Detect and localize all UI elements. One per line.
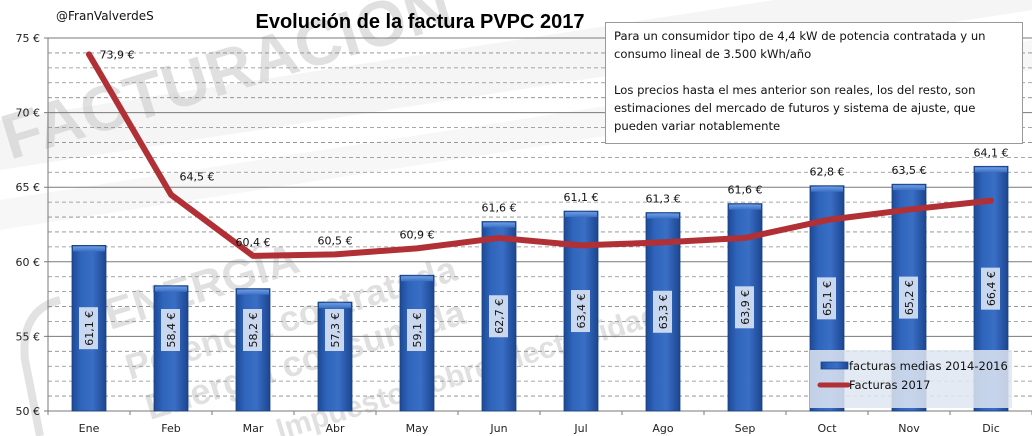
line-series: [86, 51, 994, 259]
bar-label-text: 57,3 €: [329, 313, 342, 348]
line-data-label: 61,6 €: [482, 202, 517, 215]
bar-label-text: 63,9 €: [739, 290, 752, 325]
bar-bevel: [975, 167, 1007, 173]
bar-data-label: 58,4 €: [161, 309, 180, 351]
line-data-label: 64,5 €: [180, 171, 215, 184]
y-tick-label: 50 €: [16, 405, 41, 418]
bar-bevel: [565, 212, 597, 218]
line-data-label: 60,9 €: [400, 228, 435, 241]
bar-data-label: 63,4 €: [571, 290, 590, 333]
x-tick-label: Jun: [489, 422, 507, 435]
bar-label-text: 65,2 €: [903, 280, 916, 315]
bar-data-label: 66,4 €: [981, 267, 1000, 310]
bar-label-text: 62,7 €: [493, 299, 506, 334]
bar-label-box: [571, 290, 590, 333]
x-tick-label: Mar: [243, 422, 264, 435]
line-data-label: 62,8 €: [810, 166, 845, 179]
legend-bar-swatch: [820, 361, 849, 370]
bar-label-box: [899, 276, 918, 319]
x-tick-label: Jul: [573, 422, 587, 435]
line-data-label: 61,3 €: [646, 193, 681, 206]
data-labels: 61,1 € 58,4 € 58,2 € 57,3 € 59,1 € 62,7 € 63,4…: [79, 48, 1009, 351]
bar-data-label: 57,3 €: [325, 309, 344, 351]
legend-background: [810, 350, 1012, 408]
bar-label-text: 58,2 €: [247, 313, 260, 348]
x-tick-label: Dic: [982, 422, 1000, 435]
chart-title: Evolución de la factura PVPC 2017: [255, 11, 584, 33]
y-tick-label: 55 €: [16, 330, 41, 343]
line-data-label: 61,6 €: [728, 184, 763, 197]
bar-data-label: 58,2 €: [243, 309, 262, 351]
bar-label-text: 63,4 €: [575, 294, 588, 329]
bar-data-label: 61,1 €: [79, 307, 98, 350]
bar-data-label: 65,2 €: [899, 276, 918, 319]
x-tick-label: Ene: [79, 422, 100, 435]
x-tick-label: May: [406, 422, 429, 435]
x-tick-label: Abr: [325, 422, 345, 435]
bar-label-box: [653, 290, 672, 333]
line-data-label: 61,1 €: [564, 191, 599, 204]
bar-label-text: 61,1 €: [83, 311, 96, 346]
bar-label-box: [817, 277, 836, 320]
bar-label-box: [981, 267, 1000, 310]
x-tick-label: Nov: [898, 422, 920, 435]
annotation-paragraph: Para un consumidor tipo de 4,4 kW de pot…: [614, 29, 986, 61]
line-data-label: 60,4 €: [236, 236, 271, 249]
bar-label-text: 58,4 €: [165, 313, 178, 348]
bar-label-box: [243, 309, 262, 351]
line-data-label: 60,5 €: [318, 234, 353, 247]
x-tick-label: Sep: [735, 422, 756, 435]
bar-bevel: [647, 213, 679, 219]
bar-label-box: [325, 309, 344, 351]
x-axis: Ene Feb Mar Abr May Jun Jul Ago Sep Oct Nov Dic: [47, 410, 1032, 435]
bar-label-box: [79, 307, 98, 350]
bar-bevel: [401, 276, 433, 282]
bar-data-label: 63,3 €: [653, 290, 672, 333]
bar-label-box: [161, 309, 180, 351]
bar-bevel: [155, 286, 187, 292]
watermark-curve: [20, 296, 62, 436]
y-axis: 50 € 55 € 60 € 65 € 70 € 75 €: [16, 32, 49, 418]
x-tick-label: Ago: [652, 422, 674, 435]
bar-label-text: 65,1 €: [821, 281, 834, 316]
y-tick-label: 75 €: [16, 32, 41, 45]
x-tick-label: Feb: [161, 422, 180, 435]
bar-bevel: [729, 204, 761, 210]
bar-label-text: 63,3 €: [657, 294, 670, 329]
line-data-label: 64,1 €: [974, 146, 1009, 159]
legend-label-line: Facturas 2017: [849, 378, 930, 392]
line-path: [86, 51, 994, 259]
bar-label-box: [489, 295, 508, 338]
legend-label-bars: facturas medias 2014-2016: [849, 359, 1008, 373]
bar-bevel: [237, 289, 269, 295]
bar-bevel: [893, 185, 925, 191]
bar-label-box: [735, 286, 754, 329]
legend: facturas medias 2014-2016 Facturas 2017: [810, 350, 1012, 408]
bar-label-text: 66,4 €: [985, 271, 998, 306]
bar-data-label: 62,7 €: [489, 295, 508, 338]
bar-data-label: 63,9 €: [735, 286, 754, 329]
bar-bevel: [811, 186, 843, 192]
bar-bevel: [319, 303, 351, 309]
bar-data-label: 65,1 €: [817, 277, 836, 320]
annotation-box: Para un consumidor tipo de 4,4 kW de pot…: [605, 22, 1023, 144]
bar-data-label: 59,1 €: [407, 309, 426, 351]
line-data-label: 73,9 €: [100, 48, 135, 61]
y-tick-label: 65 €: [16, 181, 41, 194]
author-handle: @FranValverdeS: [56, 9, 154, 23]
y-tick-label: 60 €: [16, 256, 41, 269]
line-data-label: 63,5 €: [892, 164, 927, 177]
annotation-paragraph: Los precios hasta el mes anterior son re…: [614, 83, 976, 133]
y-tick-label: 70 €: [16, 107, 41, 120]
bar-label-text: 59,1 €: [411, 313, 424, 348]
x-tick-label: Oct: [817, 422, 837, 435]
bar-bevel: [73, 246, 105, 252]
bar-bevel: [483, 222, 515, 228]
bar-label-box: [407, 309, 426, 351]
